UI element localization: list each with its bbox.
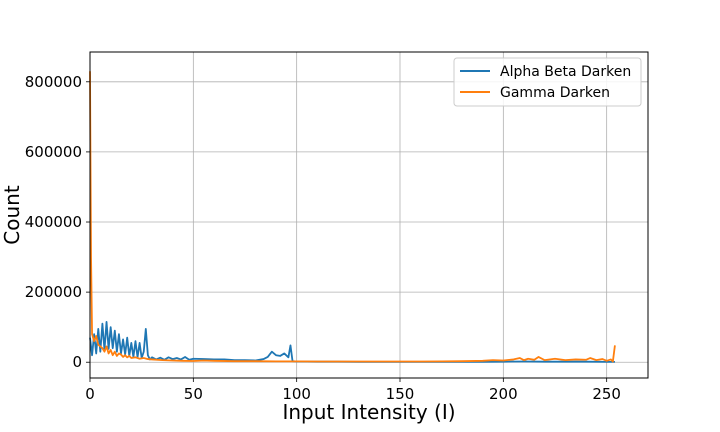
x-tick-label: 200 [489,385,518,403]
y-tick-label: 0 [72,353,82,371]
y-tick-label: 600000 [25,143,82,161]
legend-box [453,57,642,107]
y-tick-label: 800000 [25,73,82,91]
legend: Alpha Beta Darken Gamma Darken [453,57,642,107]
legend-label-gamma: Gamma Darken [500,85,610,101]
x-tick-label: 100 [282,385,311,403]
x-axis-label: Input Intensity (I) [282,400,455,424]
series-line-0 [89,321,615,363]
series-line-1 [89,71,616,363]
y-axis-ticks: 0 200000 400000 600000 800000 [25,73,90,371]
x-tick-label: 50 [184,385,203,403]
y-axis-label: Count [0,185,24,245]
legend-label-alpha-beta: Alpha Beta Darken [500,64,631,80]
x-tick-label: 150 [386,385,415,403]
x-tick-label: 0 [85,385,95,403]
y-tick-label: 400000 [25,213,82,231]
series-layer [89,71,616,363]
plot-frame [89,51,649,379]
y-tick-label: 200000 [25,283,82,301]
x-axis-ticks: 0 50 100 150 200 250 [85,378,621,403]
x-tick-label: 250 [592,385,621,403]
